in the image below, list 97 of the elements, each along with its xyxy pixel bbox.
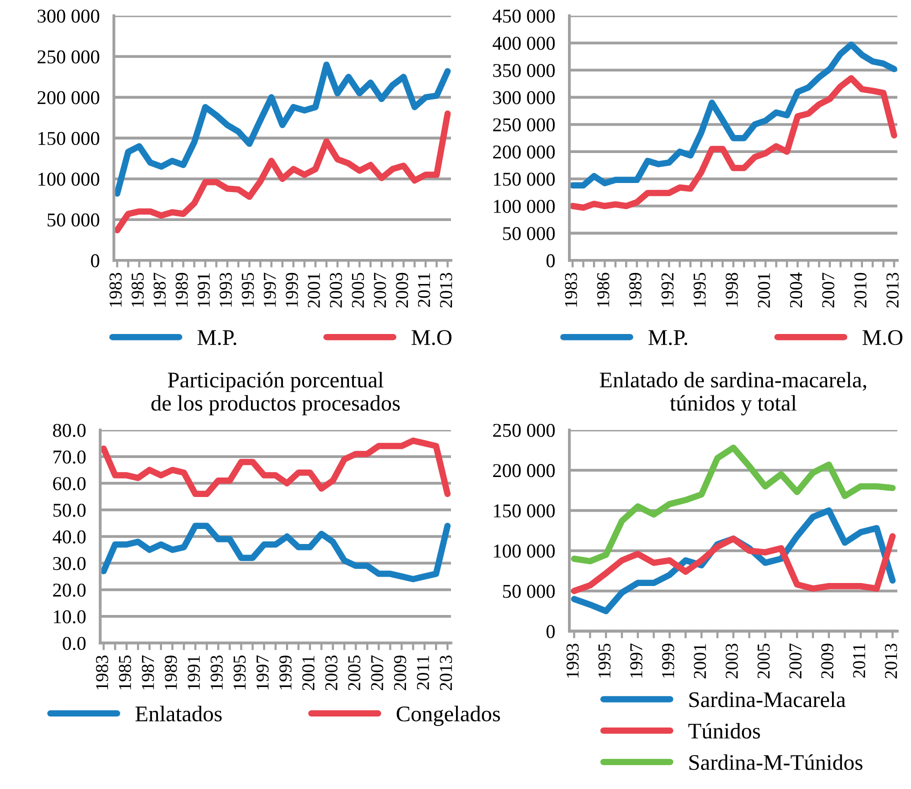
x-tick-label: 2009 [394, 656, 406, 690]
x-tick-label: 2011 [416, 656, 430, 690]
x-tick-label: 1985 [118, 656, 132, 690]
x-tick-label: 2013 [884, 644, 898, 678]
chart-title: Enlatado de sardina-macarela, túnidos y total [600, 372, 866, 416]
x-tick-label: 1999 [286, 272, 298, 307]
legend-label: Sardina-Macarela [689, 692, 846, 708]
x-tick-label: 2007 [371, 655, 384, 690]
x-tick-label: 1993 [210, 656, 223, 690]
y-tick-label: 50 000 [503, 227, 555, 240]
x-tick-label: 1993 [566, 644, 579, 678]
y-tick-label: 60.0 [53, 477, 86, 490]
y-tick-label: 0 [91, 254, 100, 268]
chart-title: Participación porcentual de los productos procesados [151, 372, 400, 416]
x-tick-label: 1997 [630, 644, 642, 678]
x-tick-label: 1995 [242, 272, 254, 307]
x-tick-label: 1999 [662, 644, 674, 678]
x-tick-label: 1997 [256, 655, 269, 690]
x-tick-label: 1993 [220, 272, 232, 307]
y-tick-label: 300 000 [493, 91, 555, 104]
y-tick-label: 250 000 [493, 118, 555, 132]
x-tick-label: 1989 [164, 656, 177, 690]
x-tick-label: 2010 [854, 272, 866, 308]
x-tick-label: 2009 [821, 644, 834, 678]
y-tick-label: 250 000 [493, 424, 555, 437]
y-tick-label: 20.0 [53, 584, 86, 597]
x-tick-label: 1992 [661, 273, 674, 307]
y-tick-label: 350 000 [493, 64, 555, 78]
y-tick-label: 200 000 [38, 91, 100, 104]
legend-label: M.O [862, 330, 902, 346]
x-tick-label: 1983 [564, 272, 578, 307]
x-tick-label: 2009 [396, 272, 408, 308]
legend-label: Túnidos [688, 722, 760, 739]
y-tick-label: 80.0 [53, 424, 86, 438]
y-tick-label: 150 000 [494, 504, 555, 518]
y-tick-label: 0 [546, 625, 555, 638]
x-tick-label: 1995 [598, 644, 611, 678]
y-tick-label: 450 000 [492, 10, 555, 23]
x-tick-label: 2001 [758, 273, 770, 308]
legend-label: M.P. [198, 330, 236, 346]
x-tick-label: 2013 [886, 272, 899, 308]
legend-label: Sardina-M-Túnidos [689, 754, 862, 770]
x-tick-label: 2001 [308, 273, 320, 308]
x-tick-label: 2001 [694, 644, 706, 678]
y-tick-label: 10.0 [54, 610, 86, 624]
x-tick-label: 2011 [853, 644, 866, 678]
y-tick-label: 100 000 [38, 172, 100, 186]
x-tick-label: 1989 [176, 272, 188, 307]
x-tick-label: 1987 [142, 655, 154, 690]
y-tick-label: 50 000 [48, 213, 100, 227]
x-tick-label: 2007 [374, 272, 386, 308]
y-tick-label: 100 000 [494, 544, 555, 558]
x-tick-label: 2005 [758, 644, 770, 678]
x-tick-label: 1991 [198, 273, 210, 307]
x-tick-label: 2007 [822, 272, 834, 308]
x-tick-label: 2013 [440, 272, 452, 308]
x-tick-label: 1997 [264, 272, 276, 307]
y-tick-label: 40.0 [52, 530, 86, 544]
x-tick-label: 1995 [694, 272, 706, 307]
x-tick-label: 1983 [110, 272, 122, 307]
x-tick-label: 2003 [325, 656, 338, 690]
x-tick-label: 2003 [330, 272, 342, 308]
x-tick-label: 2005 [348, 656, 360, 690]
x-tick-label: 1995 [234, 656, 246, 690]
legend-label: M.O [412, 330, 452, 346]
x-tick-label: 1987 [154, 272, 166, 307]
y-tick-label: 50.0 [53, 504, 86, 517]
x-tick-label: 1985 [132, 272, 144, 307]
legend-label: M.P. [648, 330, 688, 346]
x-tick-label: 1991 [188, 656, 200, 690]
x-tick-label: 1983 [96, 656, 108, 690]
y-tick-label: 70.0 [54, 450, 86, 464]
x-tick-label: 2001 [302, 656, 314, 690]
x-tick-label: 1986 [597, 272, 610, 307]
x-tick-label: 1999 [279, 656, 292, 690]
y-tick-label: 150 000 [38, 132, 100, 146]
y-tick-label: 50 000 [503, 584, 555, 598]
x-tick-label: 2003 [726, 644, 738, 678]
y-tick-label: 0 [546, 254, 555, 268]
y-tick-label: 150 000 [494, 172, 555, 186]
x-tick-label: 1989 [629, 272, 642, 307]
x-tick-label: 2007 [789, 644, 802, 678]
y-tick-label: 250 000 [38, 50, 100, 64]
y-tick-label: 200 000 [493, 145, 555, 159]
x-tick-label: 1998 [726, 272, 738, 307]
y-tick-label: 200 000 [493, 464, 555, 478]
y-tick-label: 100 000 [494, 200, 555, 213]
x-tick-label: 2005 [352, 272, 364, 308]
y-tick-label: 30.0 [53, 556, 86, 570]
y-tick-label: 0.0 [62, 636, 86, 650]
x-tick-label: 2004 [790, 272, 802, 308]
legend-label: Congelados [396, 706, 500, 726]
x-tick-label: 2013 [440, 656, 452, 690]
x-tick-label: 2011 [418, 273, 430, 307]
legend-label: Enlatados [135, 706, 222, 722]
y-tick-label: 400 000 [492, 36, 555, 50]
y-tick-label: 300 000 [38, 10, 100, 23]
